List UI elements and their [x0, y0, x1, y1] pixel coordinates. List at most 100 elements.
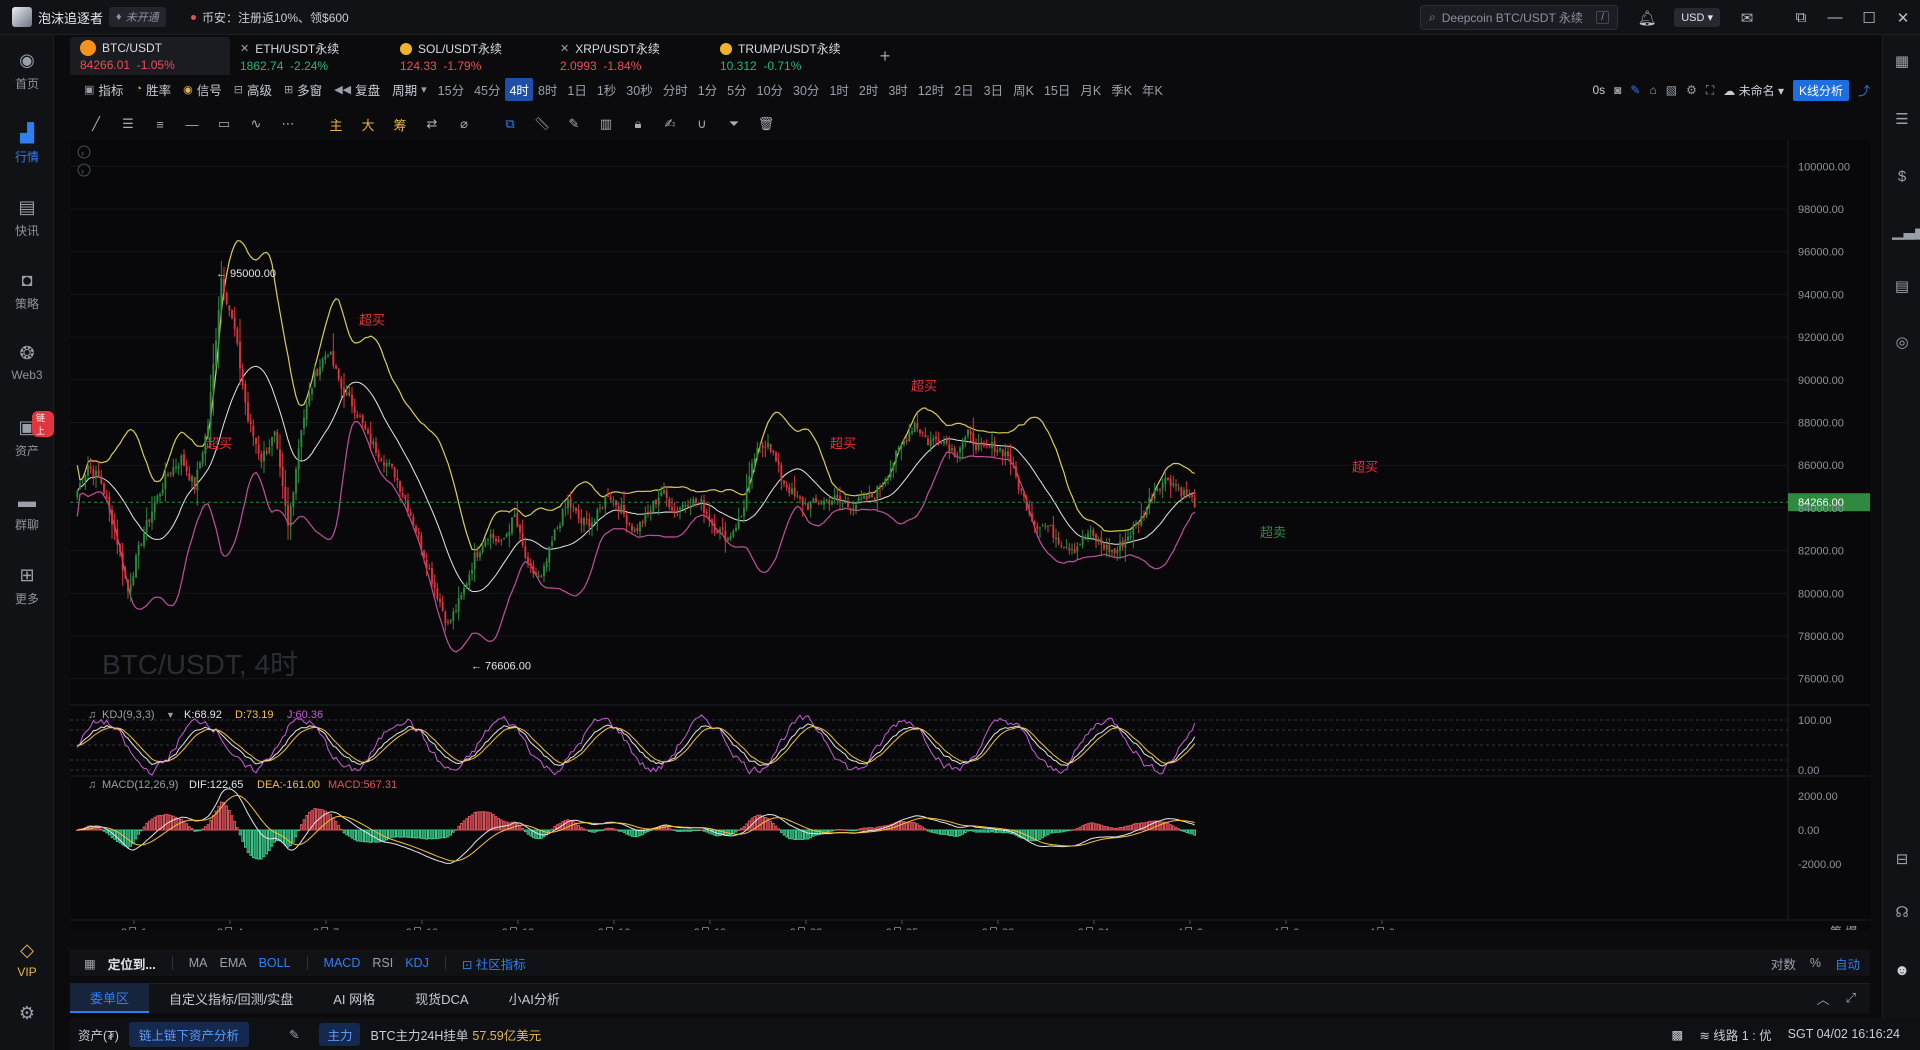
tab-close-icon[interactable]: ✕ — [240, 43, 250, 55]
period-季K[interactable]: 季K — [1111, 83, 1133, 98]
list-icon[interactable]: ☰ — [1895, 111, 1909, 128]
kline-analysis-button[interactable]: K线分析 — [1792, 79, 1849, 101]
period-月K[interactable]: 月K — [1080, 83, 1102, 98]
corner-chip-label[interactable]: 筹 爆 — [1830, 925, 1857, 939]
macd-legend[interactable]: ♫ MACD(12,26,9) DIF:122.65 DEA:-161.00 M… — [88, 779, 397, 791]
bookmark-icon[interactable]: ⌂ — [1649, 83, 1657, 97]
auto-scale-toggle[interactable]: 自动 — [1834, 957, 1860, 972]
winrate-button[interactable]: ◔ 胜率 — [135, 83, 172, 98]
robot-assistant-icon[interactable]: ☻ — [1894, 962, 1910, 979]
locate-to-button[interactable]: 定位到... — [107, 957, 156, 972]
period-45分[interactable]: 45分 — [474, 83, 501, 98]
period-4时[interactable]: 4时 — [505, 77, 533, 101]
period-30分[interactable]: 30分 — [793, 83, 820, 98]
dollar-doc-icon[interactable]: $ — [1897, 168, 1907, 185]
sidebar-item-strategy[interactable]: ◘ 策略 — [14, 269, 39, 312]
settings-icon[interactable]: ⚙ — [1686, 83, 1697, 97]
main-force-button[interactable]: 主 — [329, 117, 343, 133]
popout-window-icon[interactable]: ⧉ — [1795, 9, 1807, 26]
sidebar-item-assets[interactable]: ▣ 资产 链上 — [0, 411, 54, 459]
membership-badge[interactable]: ♦ 未开通 — [109, 7, 166, 27]
onchain-asset-analysis-button[interactable]: 链上链下资产分析 — [128, 1021, 249, 1047]
main-indicator-boll[interactable]: BOLL — [258, 956, 291, 970]
period-15分[interactable]: 15分 — [437, 83, 465, 98]
signal-button[interactable]: ◉ 信号 — [183, 83, 222, 98]
depth-chart-icon[interactable]: ▁▃▅ — [1892, 223, 1920, 240]
tab-sol-usdt[interactable]: SOL/USDT永续 124.33 -1.79% — [400, 42, 503, 73]
lock-icon[interactable]: 🔒︎ — [634, 116, 642, 131]
period-2时[interactable]: 2时 — [858, 83, 879, 98]
candlestick-chart[interactable]: BTC/USDT, 4时 84266.00 ← 95000.00 ← 76606.0… — [70, 140, 1870, 939]
edit-template-icon[interactable]: ✍ — [664, 116, 676, 131]
mail-icon[interactable]: ✉ — [1740, 9, 1754, 27]
horizontal-ray-icon[interactable]: — — [185, 116, 199, 132]
chevron-down-icon[interactable]: ▼ — [166, 710, 175, 720]
support-headset-icon[interactable]: ☊ — [1895, 904, 1909, 921]
expand-panel-icon[interactable]: ⤢ — [1845, 990, 1856, 1005]
layout-name-dropdown[interactable]: ☁ 未命名 ▾ — [1723, 83, 1784, 98]
tab-trump-usdt[interactable]: TRUMP/USDT永续 10.312 -0.71% — [720, 42, 841, 73]
kdj-legend[interactable]: ♫ KDJ(9,3,3) ▼ K:68.92 D:73.19 J:60.36 — [88, 709, 323, 721]
sidebar-item-chat[interactable]: ▬ 群聊 — [14, 490, 39, 533]
tab-custom-indicators[interactable]: 自定义指标/回测/实盘 — [169, 991, 294, 1007]
tab-btc-usdt[interactable]: BTC/USDT 84266.01 -1.05% — [70, 37, 230, 75]
sub-indicator-kdj[interactable]: KDJ — [405, 956, 429, 970]
screenshot-icon[interactable]: ▧ — [1665, 83, 1678, 97]
period-12时[interactable]: 12时 — [917, 83, 945, 98]
calculator-icon[interactable]: ▩ — [1671, 1027, 1684, 1042]
period-1秒[interactable]: 1秒 — [596, 83, 617, 98]
radar-icon[interactable]: ◎ — [1895, 334, 1909, 351]
period-3日[interactable]: 3日 — [983, 83, 1004, 98]
orderbook-icon[interactable]: ▦ — [1894, 53, 1910, 70]
replay-button[interactable]: ◀◀ 复盘 — [334, 83, 381, 98]
close-button[interactable]: ✕ — [1896, 9, 1910, 27]
clear-icon[interactable]: ⌀ — [460, 116, 468, 131]
assets-label[interactable]: 资产(₮) — [78, 1028, 119, 1043]
notification-bell-icon[interactable]: 🔔︎ — [1637, 9, 1657, 27]
advanced-button[interactable]: ⊟ 高级 — [233, 83, 272, 98]
layout-icon[interactable]: ⊟ — [1895, 851, 1909, 868]
period-8时[interactable]: 8时 — [537, 83, 558, 98]
tab-ai-analysis[interactable]: 小AI分析 — [508, 991, 560, 1007]
community-indicators-link[interactable]: ⊡ 社区指标 — [461, 957, 526, 972]
pen-icon[interactable]: ✎ — [1630, 83, 1641, 97]
edit-icon[interactable]: ✎ — [288, 1027, 300, 1042]
magnet-icon[interactable]: ∪ — [697, 116, 707, 131]
tab-eth-usdt[interactable]: ✕ ETH/USDT永续 1862.74 -2.24% — [240, 42, 340, 73]
camera-icon[interactable]: ◙ — [1614, 83, 1622, 97]
log-scale-toggle[interactable]: 对数 — [1770, 957, 1796, 972]
search-input[interactable]: ⌕ Deepcoin BTC/USDT 永续 / — [1420, 5, 1618, 30]
period-5分[interactable]: 5分 — [727, 83, 747, 98]
period-年K[interactable]: 年K — [1142, 83, 1163, 98]
period-30秒[interactable]: 30秒 — [626, 83, 653, 98]
chip-distribution-button[interactable]: 筹 — [393, 117, 407, 133]
indicator-button[interactable]: ▣ 指标 — [84, 83, 124, 98]
sidebar-item-home[interactable]: ◉ 首页 — [14, 49, 39, 92]
period-1日[interactable]: 1日 — [567, 83, 587, 98]
period-10分[interactable]: 10分 — [756, 83, 784, 98]
trash-icon[interactable]: 🗑︎ — [757, 116, 775, 131]
calendar-icon[interactable]: ▦ — [84, 956, 96, 971]
sidebar-item-market[interactable]: ▟ 行情 — [14, 122, 39, 165]
add-tab-plus-icon[interactable]: + — [879, 45, 891, 66]
network-line-status[interactable]: ≋ 线路 1 : 优 — [1699, 1028, 1772, 1043]
period-1时[interactable]: 1时 — [829, 83, 849, 98]
period-周K[interactable]: 周K — [1013, 83, 1034, 98]
more-tools-icon[interactable]: ⋯ — [281, 116, 295, 131]
multi-window-button[interactable]: ⊞ 多窗 — [283, 83, 323, 98]
copy-icon[interactable]: ⧉ — [505, 116, 515, 131]
parallel-lines-icon[interactable]: ☰ — [122, 116, 134, 131]
main-indicator-ma[interactable]: MA — [188, 956, 208, 970]
share-icon[interactable]: ⤴ — [1857, 83, 1870, 98]
bar-pattern-icon[interactable]: ▥ — [599, 116, 613, 131]
filter-icon[interactable]: ⏷ — [728, 116, 740, 131]
minimize-button[interactable]: — — [1827, 9, 1843, 26]
collapse-panel-icon[interactable]: ︿ — [1816, 991, 1830, 1007]
tab-orders[interactable]: 委单区 — [70, 983, 150, 1013]
data-panel-icon[interactable]: ▤ — [1894, 278, 1910, 295]
period-1分[interactable]: 1分 — [697, 83, 718, 98]
large-order-button[interactable]: 大 — [361, 117, 375, 133]
percent-scale-toggle[interactable]: % — [1809, 956, 1821, 970]
wave-pattern-icon[interactable]: ∿ — [250, 116, 262, 131]
sidebar-item-vip[interactable]: ◇ VIP — [17, 939, 37, 980]
